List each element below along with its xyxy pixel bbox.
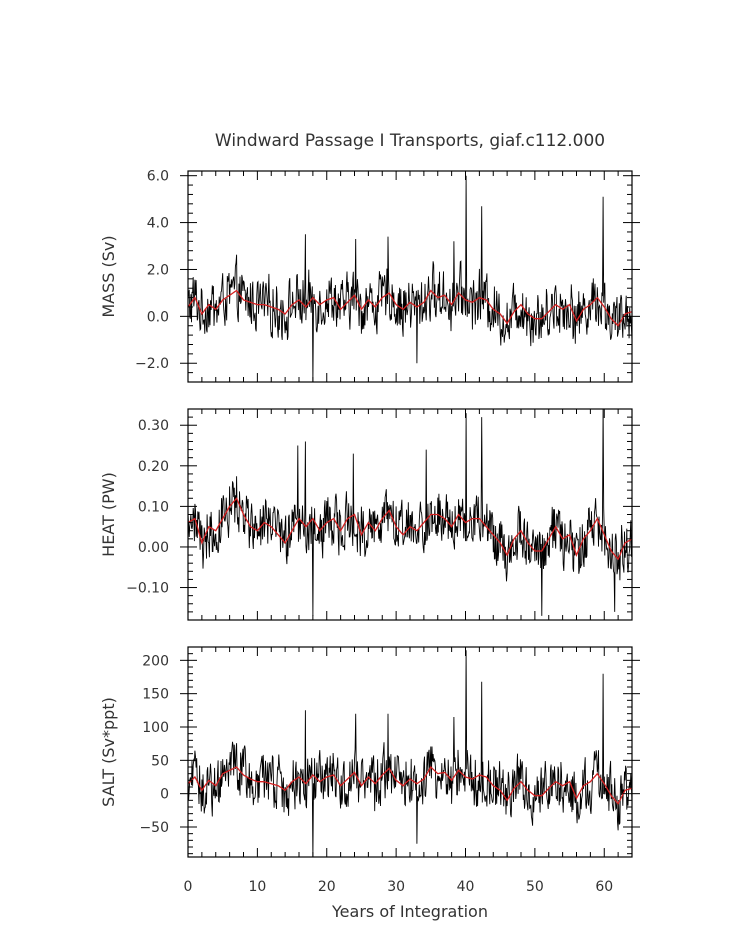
chart-title: Windward Passage I Transports, giaf.c112… xyxy=(215,131,605,151)
series-smooth-line xyxy=(188,765,632,805)
y-tick-label: 0.0 xyxy=(147,309,169,325)
y-tick-label: 0.00 xyxy=(138,540,169,556)
x-tick-label: 50 xyxy=(526,879,544,895)
series-raw-line xyxy=(188,650,632,857)
x-tick-label: 40 xyxy=(457,879,475,895)
y-tick-label: 50 xyxy=(151,753,169,769)
plot-frame xyxy=(187,408,633,621)
plot-frame xyxy=(187,170,633,383)
plot-frame xyxy=(187,646,633,858)
x-tick-label: 30 xyxy=(387,879,405,895)
y-axis-label: SALT (Sv*ppt) xyxy=(99,697,118,807)
panel-mass: −2.0 0.0 2.0 4.0 6.0 MASS (Sv) xyxy=(99,169,640,383)
series-raw-line xyxy=(188,175,632,382)
y-tick-label: 6.0 xyxy=(147,169,169,185)
series-raw-line xyxy=(188,409,632,616)
series-smooth-line xyxy=(188,497,632,561)
y-tick-label: −2.0 xyxy=(135,356,169,372)
y-tick-label: 2.0 xyxy=(147,262,169,278)
x-tick-label: 10 xyxy=(248,879,266,895)
x-tick-label: 0 xyxy=(184,879,193,895)
x-tick-label: 20 xyxy=(318,879,336,895)
panel-heat: −0.10 0.00 0.10 0.20 0.30 HEAT (PW) xyxy=(99,408,640,621)
y-tick-label: 150 xyxy=(142,687,169,703)
panel-salt: −50 0 50 100 150 200 SALT (Sv*ppt) xyxy=(99,646,640,858)
x-tick-label: 60 xyxy=(595,879,613,895)
y-tick-label: −50 xyxy=(139,820,169,836)
y-axis-label: MASS (Sv) xyxy=(99,235,118,317)
y-tick-label: 0.10 xyxy=(138,499,169,515)
x-tick-labels: 0 10 20 30 40 50 60 xyxy=(184,879,614,895)
y-tick-label: 100 xyxy=(142,720,169,736)
y-tick-label: 0.30 xyxy=(138,418,169,434)
y-tick-label: −0.10 xyxy=(126,581,169,597)
y-tick-label: 200 xyxy=(142,653,169,669)
y-axis-label: HEAT (PW) xyxy=(99,472,118,557)
y-tick-label: 0.20 xyxy=(138,459,169,475)
series-smooth-line xyxy=(188,289,632,327)
x-axis-label: Years of Integration xyxy=(331,902,488,921)
y-tick-label: 4.0 xyxy=(147,216,169,232)
y-tick-label: 0 xyxy=(160,787,169,803)
